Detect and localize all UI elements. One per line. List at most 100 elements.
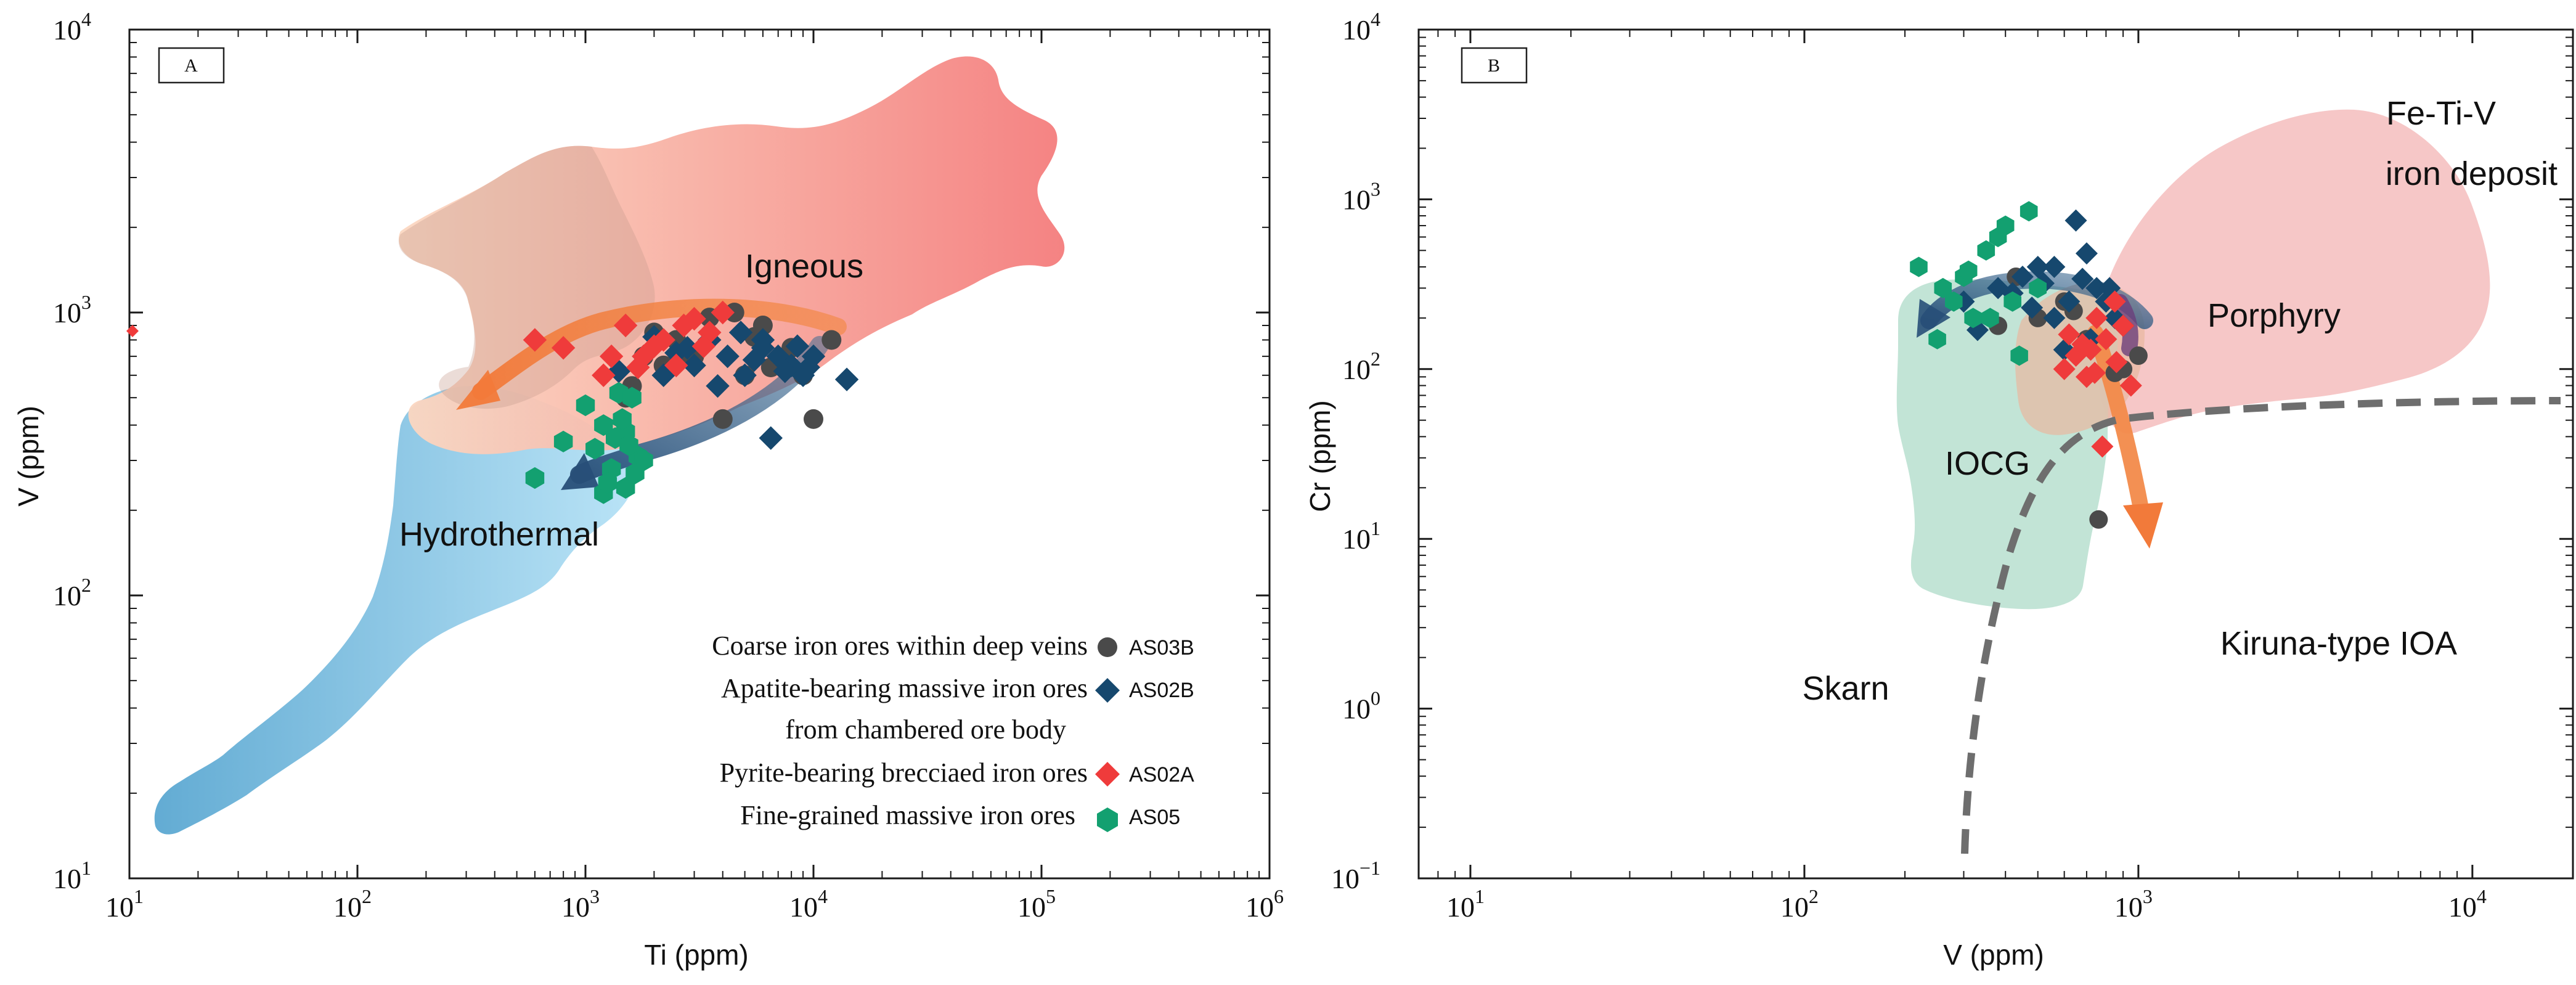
panel-a-label-box xyxy=(158,47,225,84)
point-as05 xyxy=(525,467,545,489)
y-tick-label: 102 xyxy=(53,574,91,611)
legend-code-as02b: AS02B xyxy=(1129,679,1194,702)
point-as02b xyxy=(796,355,820,380)
legend-code-as03b: AS03B xyxy=(1129,636,1194,660)
point-as02a xyxy=(592,363,616,388)
point-as02b xyxy=(779,353,804,378)
point-as05 xyxy=(598,472,618,494)
point-as02a xyxy=(2058,323,2081,346)
x-tick-label: 103 xyxy=(2114,885,2153,923)
point-as02a xyxy=(613,313,638,338)
point-as05 xyxy=(616,476,635,499)
panel-a: 101 102 103 104 105 106 101 102 103 104 A Igneous… xyxy=(12,8,1284,971)
legend-code-as05: AS05 xyxy=(1129,806,1180,829)
legend-marker-as05 xyxy=(1097,807,1118,832)
point-as02b xyxy=(766,344,790,369)
point-as02a xyxy=(2119,374,2142,397)
x-tick-label: 105 xyxy=(1017,885,1056,923)
legend-marker-as02b xyxy=(1095,678,1120,703)
hydrothermal-trend-arrow xyxy=(570,336,829,484)
x-tick-label: 104 xyxy=(789,885,828,923)
point-as02b xyxy=(728,321,753,345)
iron-deposit-label: iron deposit xyxy=(2386,155,2558,192)
point-as02b xyxy=(675,336,699,360)
point-as05 xyxy=(553,430,573,452)
x-tick-label: 102 xyxy=(1780,885,1819,923)
point-as05 xyxy=(626,462,645,484)
x-axis-label-a: Ti (ppm) xyxy=(644,939,749,971)
point-as02a xyxy=(599,344,624,369)
point-as02a xyxy=(2085,306,2108,329)
point-as05 xyxy=(576,394,595,417)
plot-b-frame xyxy=(1417,28,2574,880)
point-as03b xyxy=(804,409,823,429)
point-as02b xyxy=(2021,296,2044,319)
point-as05 xyxy=(1996,215,2015,236)
point-as02a xyxy=(651,328,675,352)
fe-ti-v-label: Fe-Ti-V xyxy=(2386,95,2496,132)
point-as05 xyxy=(1934,277,1952,298)
point-as02b xyxy=(2071,268,2094,290)
legend-text-as05: Fine-grained massive iron ores xyxy=(740,800,1075,830)
x-tick-label: 102 xyxy=(333,885,372,923)
point-as05 xyxy=(2029,277,2047,298)
point-as02b xyxy=(2058,290,2081,313)
point-as02b xyxy=(2085,277,2108,300)
legend-marker-as02a xyxy=(1095,762,1120,787)
hydrothermal-label: Hydrothermal xyxy=(399,516,599,553)
panel-b: 101 102 103 104 10−1 100 101 102 103 104 B Fe-Ti-… xyxy=(1304,8,2574,971)
y-axis-label-b: Cr (ppm) xyxy=(1304,400,1336,512)
x-tick-label: 101 xyxy=(1446,885,1485,923)
point-as02a xyxy=(2053,358,2076,380)
igneous-trend-arrow xyxy=(472,298,847,400)
point-as02a xyxy=(2095,328,2117,351)
point-as05 xyxy=(2020,201,2038,222)
y-tick-label: 100 xyxy=(1342,687,1380,725)
point-as02a xyxy=(551,336,576,360)
porphyry-field xyxy=(2098,109,2490,434)
point-as02a xyxy=(2105,351,2128,374)
point-as02a xyxy=(2112,314,2135,337)
cooling-arrowhead xyxy=(1917,299,1950,338)
x-tick-label: 101 xyxy=(105,885,144,923)
point-as02b xyxy=(751,328,775,352)
point-as02b xyxy=(733,363,757,388)
igneous-arrowhead xyxy=(456,370,500,410)
legend-text-as02a: Pyrite-bearing brecciaed iron ores xyxy=(720,758,1088,788)
point-as05 xyxy=(1981,308,1999,329)
legend-code-as02a: AS02A xyxy=(1129,763,1194,787)
y-tick-label: 103 xyxy=(53,291,91,329)
y-axis-label-a: V (ppm) xyxy=(12,406,44,507)
y-tick-label: 102 xyxy=(1342,348,1380,385)
point-as02a xyxy=(2084,361,2106,384)
point-as05 xyxy=(585,438,605,460)
descent-arrowhead xyxy=(2123,502,2163,549)
point-as03b xyxy=(821,330,842,350)
point-as02b xyxy=(785,334,810,358)
kiruna-label: Kiruna-type IOA xyxy=(2220,625,2457,662)
y-tick-label: 101 xyxy=(53,857,91,894)
y-tick-label: 104 xyxy=(53,8,91,46)
point-as05 xyxy=(2003,291,2021,312)
hydrothermal-arrowhead xyxy=(561,453,599,490)
point-as02a xyxy=(672,313,696,338)
x-tick-label: 104 xyxy=(2448,885,2487,923)
y-tick-label: 10−1 xyxy=(1331,857,1380,894)
panel-b-label: B xyxy=(1488,55,1500,76)
point-as02b xyxy=(759,426,783,450)
point-as02b xyxy=(791,363,815,388)
point-as05 xyxy=(1977,240,1995,261)
point-as02b xyxy=(773,359,797,383)
point-as02b xyxy=(2043,306,2066,329)
y-tick-label: 104 xyxy=(1342,8,1380,46)
point-as05 xyxy=(2010,345,2028,366)
point-as02b xyxy=(2011,265,2034,288)
porphyry-label: Porphyry xyxy=(2207,297,2341,334)
point-as05 xyxy=(613,408,632,430)
point-as02a xyxy=(632,344,656,369)
edge-marker-as02a xyxy=(126,325,139,337)
point-as02b xyxy=(801,344,826,369)
point-as02b xyxy=(664,341,688,365)
point-as02b xyxy=(2043,255,2066,278)
point-as02b xyxy=(715,344,740,369)
